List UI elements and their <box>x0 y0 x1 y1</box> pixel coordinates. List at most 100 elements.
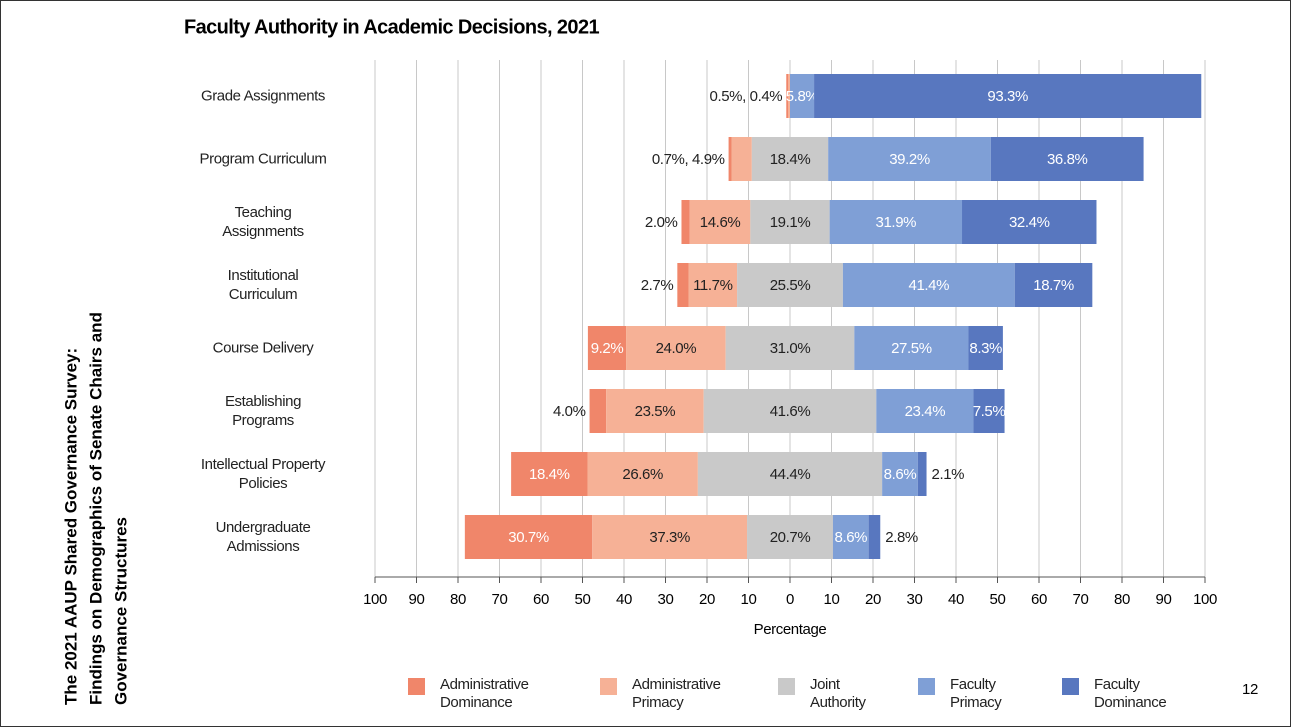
category-label: Course Delivery <box>212 339 314 357</box>
bar-segment <box>689 200 751 244</box>
data-label: 11.7% <box>693 277 732 294</box>
bar-segment <box>731 137 752 181</box>
data-label: 8.3% <box>969 340 1002 357</box>
data-label: 7.5% <box>973 403 1006 420</box>
category-label: Intellectual Property Policies <box>200 456 326 492</box>
legend-label: Faculty Primacy <box>950 676 1002 711</box>
bar-segment <box>606 389 704 433</box>
legend-label: Administrative Primacy <box>632 676 721 711</box>
legend-swatch <box>778 678 795 695</box>
x-axis-label: Percentage <box>754 621 827 638</box>
side-title: The 2021 AAUP Shared Governance Survey: … <box>61 312 130 705</box>
side-title-line: The 2021 AAUP Shared Governance Survey: <box>61 348 80 705</box>
x-tick-label: 50 <box>990 591 1006 608</box>
x-tick-label: 10 <box>824 591 840 608</box>
bar-segment <box>829 200 963 244</box>
data-label: 26.6% <box>622 466 663 483</box>
bar-segment <box>751 137 829 181</box>
bar-segment <box>747 515 833 559</box>
page-number: 12 <box>1242 681 1258 698</box>
data-label: 14.6% <box>700 214 741 231</box>
x-tick-label: 40 <box>948 591 964 608</box>
bar-segment <box>882 452 918 496</box>
x-tick-label: 70 <box>1073 591 1089 608</box>
x-tick-label: 60 <box>533 591 549 608</box>
x-tick-label: 10 <box>741 591 757 608</box>
x-tick-label: 100 <box>1193 591 1217 608</box>
bar-segment <box>589 389 607 433</box>
bar-segment <box>725 326 855 370</box>
legend-swatch <box>918 678 935 695</box>
data-label: 2.0% <box>645 214 678 231</box>
data-label: 41.6% <box>770 403 811 420</box>
bar-segment <box>917 452 927 496</box>
x-tick-label: 90 <box>1156 591 1172 608</box>
x-tick-label: 80 <box>1114 591 1130 608</box>
x-tick-label: 40 <box>616 591 632 608</box>
bar-segment <box>688 263 738 307</box>
data-label: 32.4% <box>1009 214 1050 231</box>
data-label: 2.7% <box>641 277 674 294</box>
data-label: 23.4% <box>905 403 946 420</box>
data-label: 30.7% <box>508 529 549 546</box>
bar-segment <box>750 200 830 244</box>
bar-segment <box>876 389 974 433</box>
bar-segment <box>592 515 748 559</box>
data-label: 25.5% <box>770 277 811 294</box>
legend-swatch <box>408 678 425 695</box>
category-label: Establishing Programs <box>224 393 302 429</box>
data-label: 23.5% <box>635 403 676 420</box>
bar-segment <box>790 74 815 118</box>
legend-label: Faculty Dominance <box>1094 676 1167 711</box>
x-tick-label: 20 <box>865 591 881 608</box>
category-label: Grade Assignments <box>200 87 326 105</box>
data-label: 8.6% <box>884 466 917 483</box>
data-label: 5.8% <box>786 88 819 105</box>
data-label: 27.5% <box>891 340 932 357</box>
data-label: 24.0% <box>656 340 697 357</box>
category-label: Program Curriculum <box>199 150 327 168</box>
x-tick-label: 80 <box>450 591 466 608</box>
data-label: 18.4% <box>529 466 570 483</box>
data-label: 0.5%, 0.4% <box>710 88 783 105</box>
bar-segment <box>737 263 843 307</box>
bar-segment <box>697 452 883 496</box>
bar-segment <box>973 389 1005 433</box>
legend-label: Administrative Dominance <box>440 676 529 711</box>
data-label: 41.4% <box>909 277 950 294</box>
data-label: 8.6% <box>835 529 868 546</box>
bar-segment <box>968 326 1003 370</box>
bar-segment <box>832 515 869 559</box>
bar-segment <box>962 200 1097 244</box>
legend-swatch <box>1062 678 1079 695</box>
data-label: 31.9% <box>876 214 917 231</box>
bar-segment <box>587 326 627 370</box>
data-label: 37.3% <box>649 529 690 546</box>
data-label: 2.1% <box>932 466 965 483</box>
x-tick-label: 50 <box>575 591 591 608</box>
bar-segment <box>681 200 690 244</box>
data-label: 19.1% <box>770 214 811 231</box>
bar-segment <box>786 74 789 118</box>
data-label: 4.0% <box>553 403 586 420</box>
x-tick-label: 30 <box>658 591 674 608</box>
data-label: 31.0% <box>770 340 811 357</box>
data-label: 44.4% <box>770 466 811 483</box>
side-title-line: Governance Structures <box>111 517 130 705</box>
bar-segment <box>626 326 726 370</box>
bar-segment <box>728 137 732 181</box>
data-label: 20.7% <box>770 529 811 546</box>
side-title-line: Findings on Demographics of Senate Chair… <box>86 312 105 705</box>
data-label: 93.3% <box>987 88 1028 105</box>
bar-segment <box>464 515 593 559</box>
x-tick-label: 90 <box>409 591 425 608</box>
chart-title: Faculty Authority in Academic Decisions,… <box>184 16 599 38</box>
x-tick-label: 60 <box>1031 591 1047 608</box>
bar-segment <box>511 452 588 496</box>
bar-segment <box>587 452 698 496</box>
bar-segment <box>842 263 1015 307</box>
data-label: 36.8% <box>1047 151 1088 168</box>
x-tick-label: 20 <box>699 591 715 608</box>
category-label: Undergraduate Admissions <box>215 519 311 555</box>
